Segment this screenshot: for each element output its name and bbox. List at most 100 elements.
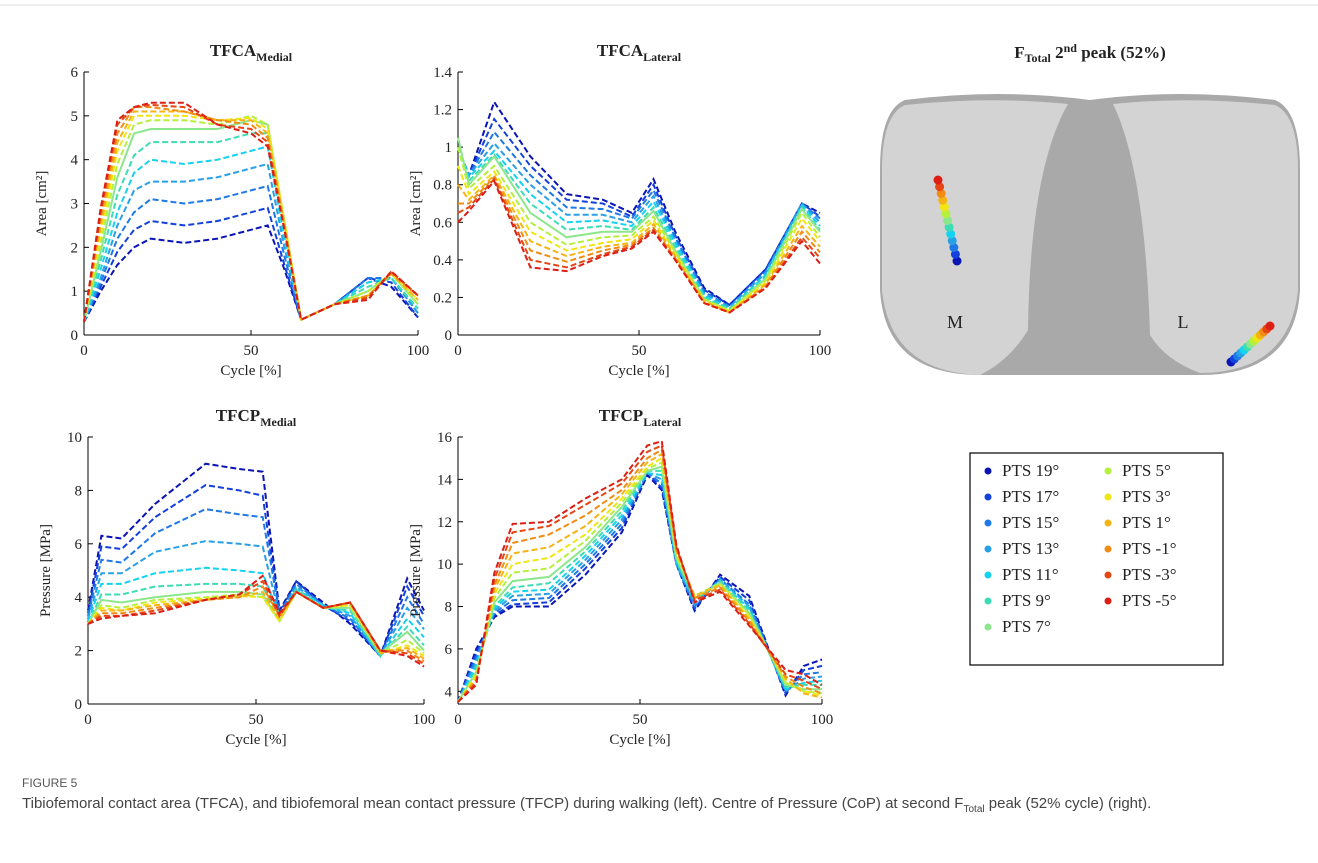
- series-line: [457, 137, 821, 312]
- series-line: [83, 114, 419, 323]
- series-line: [457, 141, 821, 309]
- legend-marker: [1104, 545, 1112, 553]
- cop-medial: [947, 236, 957, 246]
- x-tick-label: 50: [249, 712, 264, 728]
- cop-medial: [946, 229, 956, 239]
- y-tick-label: 6: [71, 65, 79, 81]
- legend-label: PTS 19°: [1002, 461, 1059, 480]
- series-line: [87, 508, 425, 658]
- y-tick-label: 12: [437, 515, 452, 531]
- legend-label: PTS -3°: [1122, 565, 1177, 584]
- x-tick-label: 50: [633, 712, 648, 728]
- series-line: [83, 206, 419, 323]
- legend-marker: [984, 597, 992, 605]
- legend-marker: [1104, 571, 1112, 579]
- series-line: [87, 484, 425, 658]
- x-axis-label: Cycle [%]: [608, 363, 669, 379]
- title-main: TFCP: [599, 406, 643, 425]
- x-tick-label: 100: [809, 343, 832, 359]
- title-main: TFCA: [597, 41, 644, 60]
- x-tick-label: 100: [407, 343, 430, 359]
- y-tick-label: 8: [445, 600, 453, 616]
- legend-label: PTS 11°: [1002, 565, 1059, 584]
- legend-label: PTS -1°: [1122, 539, 1177, 558]
- y-axis-label: Pressure [MPa]: [38, 524, 54, 617]
- series-line: [87, 462, 425, 658]
- x-tick-label: 100: [811, 712, 834, 728]
- cop-medial: [943, 216, 952, 225]
- legend-marker: [1104, 493, 1112, 501]
- series-line: [83, 224, 419, 323]
- title-sub: Medial: [260, 415, 297, 429]
- y-tick-label: 1: [71, 284, 79, 300]
- y-tick-label: 5: [71, 109, 79, 125]
- series-line: [457, 146, 821, 310]
- y-tick-label: 10: [437, 557, 452, 573]
- y-tick-label: 3: [71, 197, 79, 213]
- y-tick-label: 1: [445, 140, 453, 156]
- series-line: [83, 103, 419, 323]
- series-line: [457, 460, 823, 703]
- cop-medial: [952, 256, 962, 266]
- title-part: peak (52%): [1077, 43, 1166, 62]
- y-axis-label: Area [cm²]: [408, 171, 424, 237]
- series-line: [457, 471, 823, 703]
- x-tick-label: 0: [454, 343, 462, 359]
- medial-plateau: [882, 100, 1068, 375]
- legend-label: PTS 5°: [1122, 461, 1171, 480]
- cop-medial: [933, 175, 943, 185]
- y-tick-label: 10: [67, 430, 82, 446]
- title-sub: Medial: [256, 50, 293, 64]
- caption: FIGURE 5 Tibiofemoral contact area (TFCA…: [22, 776, 1302, 820]
- y-tick-label: 0.4: [433, 253, 452, 269]
- y-axis-label: Pressure [MPa]: [408, 524, 424, 617]
- cop-lateral: [1265, 321, 1275, 331]
- caption-text: Tibiofemoral contact area (TFCA), and ti…: [22, 794, 1302, 820]
- legend-label: PTS 13°: [1002, 539, 1059, 558]
- x-tick-label: 100: [413, 712, 436, 728]
- x-tick-label: 50: [244, 343, 259, 359]
- y-tick-label: 4: [445, 684, 453, 700]
- series-line: [457, 165, 821, 312]
- y-tick-label: 16: [437, 430, 453, 446]
- cop-medial: [944, 222, 954, 232]
- series-line: [457, 456, 823, 703]
- x-axis-label: Cycle [%]: [609, 732, 670, 748]
- series-line: [457, 117, 821, 307]
- series-line: [457, 130, 821, 309]
- y-tick-label: 8: [75, 483, 83, 499]
- legend-box: [969, 452, 1224, 666]
- y-tick-label: 14: [437, 472, 453, 488]
- y-tick-label: 0.2: [433, 290, 452, 306]
- y-tick-label: 4: [75, 590, 83, 606]
- chart-title: TFCPMedial: [216, 406, 297, 429]
- series-line: [457, 439, 823, 703]
- legend-label: PTS 9°: [1002, 591, 1051, 610]
- y-tick-label: 2: [71, 240, 79, 256]
- x-tick-label: 0: [454, 712, 462, 728]
- series-line: [457, 173, 821, 314]
- series-line: [457, 471, 823, 703]
- series-line: [457, 469, 822, 703]
- chart-title: TFCPLateral: [599, 406, 682, 429]
- diagram-title: FTotal 2nd peak (52%): [1014, 41, 1166, 65]
- caption-part: peak (52% cycle) (right).: [984, 795, 1152, 812]
- series-line: [83, 145, 419, 323]
- series-line: [87, 574, 425, 668]
- caption-label: FIGURE 5: [22, 776, 78, 790]
- title-part: nd: [1064, 41, 1078, 55]
- series-line: [457, 146, 821, 310]
- legend-marker: [984, 493, 992, 501]
- legend-label: PTS 7°: [1002, 617, 1051, 636]
- series-line: [458, 175, 821, 314]
- chart: M L FTotal 2nd peak (52%) TFCAMedialCycl…: [0, 4, 1318, 748]
- y-tick-label: 0: [71, 328, 79, 344]
- y-tick-label: 6: [75, 537, 83, 553]
- cop-medial: [949, 243, 959, 252]
- cop-medial: [941, 209, 951, 219]
- title-part: Total: [1025, 51, 1052, 65]
- legend-marker: [984, 545, 992, 553]
- legend-marker: [1104, 519, 1112, 527]
- title-main: TFCA: [210, 41, 257, 60]
